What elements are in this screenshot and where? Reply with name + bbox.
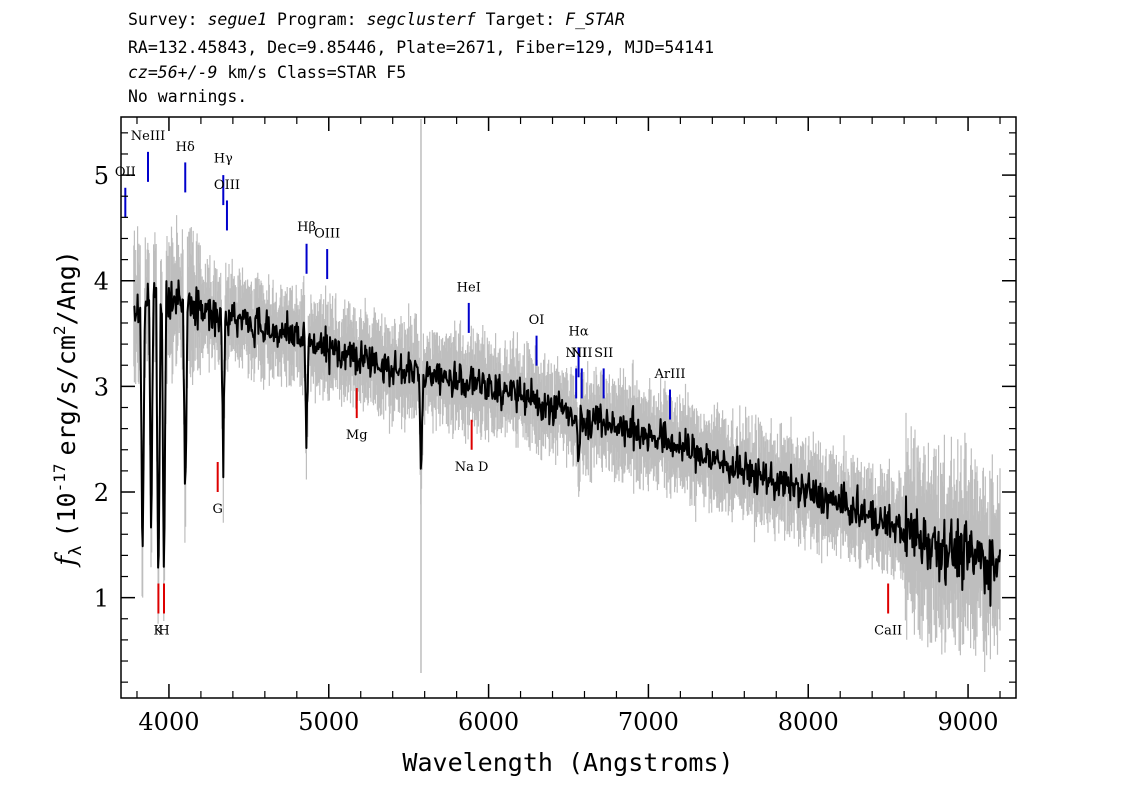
emission-line-label: OIII [314, 226, 340, 241]
emission-line-label: Hβ [297, 220, 316, 235]
x-tick-label: 7000 [618, 708, 679, 736]
program-label: Program: [277, 10, 357, 29]
absorption-line-label: Na D [455, 460, 489, 475]
emission-line-label: ArIII [653, 367, 685, 382]
emission-line-label: Hα [569, 325, 589, 340]
emission-line-label: OI [529, 313, 545, 328]
y-label-lambda: λ [66, 546, 86, 556]
emission-line-label: Hγ [214, 151, 233, 166]
y-tick-label: 1 [94, 585, 109, 613]
x-axis-label: Wavelength (Angstroms) [402, 748, 733, 777]
coords-text: RA=132.45843, Dec=9.85446, Plate=2671, F… [128, 38, 715, 57]
survey-value: segue1 [207, 10, 268, 29]
emission-line-label: NII [571, 346, 593, 361]
emission-line-label: OIII [214, 178, 240, 193]
y-tick-label: 5 [94, 162, 109, 190]
x-tick-label: 8000 [778, 708, 839, 736]
y-label-tail: /Ang) [52, 250, 81, 325]
warnings-text: No warnings. [128, 87, 248, 106]
y-axis-label: fλ (10-17 erg/s/cm2/Ang) [50, 250, 86, 568]
header-line-3: cz=56+/-9 km/s Class=STAR F5 [128, 63, 406, 83]
absorption-line-label: G [212, 502, 222, 517]
y-label-exp2: 2 [50, 325, 69, 335]
emission-line-label: SII [594, 346, 613, 361]
header-line-4: No warnings. [128, 87, 247, 107]
redshift-value: cz=56+/-9 [128, 63, 218, 82]
target-label: Target: [485, 10, 556, 29]
y-label-rest: erg/s/cm [52, 335, 81, 455]
x-tick-label: 9000 [938, 708, 999, 736]
y-tick-label: 3 [94, 373, 109, 401]
y-label-exp: -17 [50, 464, 69, 493]
emission-line-label: NII [565, 346, 587, 361]
y-tick-label: 2 [94, 479, 109, 507]
header-line-1: Survey: segue1 Program: segclusterf Targ… [128, 10, 625, 30]
emission-line-label: Hδ [176, 140, 195, 155]
absorption-line-label: K [154, 624, 164, 639]
absorption-line-label: CaII [874, 624, 902, 639]
emission-line-label: HeI [457, 280, 481, 295]
header-line-2: RA=132.45843, Dec=9.85446, Plate=2671, F… [128, 38, 714, 58]
absorption-line-label: Mg [346, 428, 368, 443]
error-band [133, 215, 1001, 672]
y-label-f: f [51, 552, 82, 568]
y-label-units: (10 [52, 492, 81, 537]
x-tick-label: 6000 [458, 708, 519, 736]
y-tick-label: 4 [94, 268, 109, 296]
absorption-line-label: H [158, 624, 169, 639]
emission-line-label: NeIII [131, 129, 165, 144]
emission-line-label: OII [115, 165, 136, 180]
class-text: Class=STAR F5 [277, 63, 407, 82]
spectrum-line [133, 279, 1001, 607]
survey-label: Survey: [128, 10, 198, 29]
program-value: segclusterf [366, 10, 476, 29]
redshift-units: km/s [227, 63, 268, 82]
x-tick-label: 5000 [298, 708, 359, 736]
target-value: F_STAR [565, 10, 625, 29]
x-tick-label: 4000 [138, 708, 199, 736]
